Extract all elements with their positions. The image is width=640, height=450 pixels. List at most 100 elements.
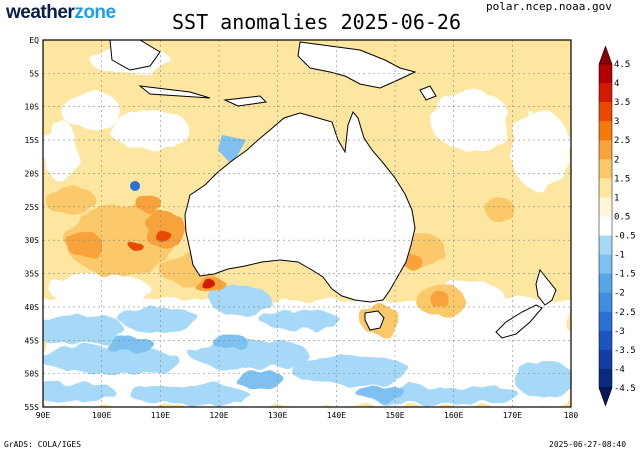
lon-label: 150E: [385, 411, 404, 420]
cool-anomaly: [355, 384, 405, 400]
cool-anomaly: [130, 385, 250, 405]
colorbar-label: -3: [614, 327, 625, 337]
new-guinea: [297, 41, 417, 89]
lat-label: 30S: [25, 236, 40, 245]
colorbar-segment: [599, 254, 612, 274]
lon-label: 140E: [327, 411, 346, 420]
lon-label: 160E: [444, 411, 463, 420]
warm-anomaly: [130, 241, 142, 251]
colorbar-label: -4.5: [614, 384, 636, 394]
lon-label: 110E: [151, 411, 170, 420]
new-zealand-south-island: [495, 304, 543, 339]
colorbar-segment: [599, 235, 612, 255]
warm-anomaly: [485, 198, 515, 222]
colorbar-label: -2.5: [614, 308, 636, 318]
colorbar-max-arrow: [598, 45, 613, 65]
colorbar-label: 0.5: [614, 212, 630, 222]
map-title: SST anomalies 2025-06-26: [172, 10, 461, 34]
warm-anomaly: [430, 292, 450, 308]
lon-label: 180: [564, 411, 579, 420]
neutral-patch: [430, 90, 510, 150]
cool-anomaly: [212, 334, 248, 350]
timor-island: [223, 95, 268, 107]
lat-label: EQ: [29, 36, 39, 45]
colorbar-segment: [599, 292, 612, 313]
lat-label: 55S: [25, 403, 40, 412]
colorbar-label: 4.5: [614, 60, 630, 70]
cool-anomaly: [43, 346, 180, 374]
lon-label: 120E: [209, 411, 228, 420]
cool-anomaly: [190, 340, 310, 370]
cool-anomaly: [43, 315, 125, 345]
neutral-patch: [60, 92, 120, 128]
neutral-patch: [43, 120, 78, 180]
colorbar-label: 2: [614, 155, 619, 165]
colorbar-segment: [599, 178, 612, 198]
colorbar: 4.5 4 3.5 3 2.5 2 1.5 1 0.5 -0.5 -1 -1.5 -2 -2.5 -3 -3.…: [598, 45, 636, 407]
borneo-sulawesi-area: [109, 40, 161, 71]
lat-label: 5S: [29, 69, 39, 78]
weatherzone-logo[interactable]: weatherzone: [6, 2, 116, 24]
colorbar-segment: [599, 197, 612, 217]
lat-label: 10S: [25, 103, 40, 112]
colorbar-label: 3.5: [614, 98, 630, 108]
new-zealand-north-island: [535, 268, 557, 306]
logo-part-zone: zone: [74, 2, 116, 23]
cool-anomaly: [290, 356, 410, 384]
warm-anomaly: [201, 279, 215, 289]
map-frame: [42, 39, 572, 408]
lon-labels: 90E 100E 110E 120E 130E 140E 150E 160E 170E 180: [36, 411, 579, 420]
colorbar-label: 3: [614, 117, 619, 127]
warm-anomaly: [154, 229, 170, 241]
footer-credit: GrADS: COLA/IGES: [4, 440, 82, 449]
colorbar-segment: [599, 159, 612, 179]
colorbar-label: 4: [614, 79, 619, 89]
lon-gridlines: [101, 40, 513, 407]
lat-label: 15S: [25, 136, 40, 145]
logo-part-weather: weather: [6, 2, 75, 23]
cool-anomaly: [235, 372, 285, 388]
colorbar-label: -1.5: [614, 270, 636, 280]
lon-label: 90E: [36, 411, 51, 420]
source-url: polar.ncep.noaa.gov: [486, 0, 612, 13]
cold-coastal-strip: [218, 135, 246, 165]
cool-anomaly: [210, 284, 270, 316]
cold-spot: [130, 181, 140, 191]
colorbar-label: -3.5: [614, 346, 636, 356]
lat-label: 50S: [25, 370, 40, 379]
colorbar-segment: [599, 64, 612, 84]
lat-labels: EQ 5S 10S 15S 20S 25S 30S 35S 40S 45S 50S 55S: [25, 36, 40, 412]
colorbar-label: -1: [614, 251, 625, 261]
lon-label: 100E: [92, 411, 111, 420]
lat-label: 40S: [25, 303, 40, 312]
colorbar-segment: [599, 121, 612, 141]
lat-label: 35S: [25, 270, 40, 279]
colorbar-label: 1: [614, 193, 619, 203]
colorbar-segment: [599, 216, 612, 236]
colorbar-segment: [599, 311, 612, 332]
colorbar-segment: [599, 140, 612, 160]
tasmania: [364, 310, 385, 331]
lon-label: 130E: [268, 411, 287, 420]
neutral-patch: [110, 110, 190, 150]
footer-timestamp: 2025-06-27-08:40: [549, 440, 627, 449]
colorbar-segment: [599, 330, 612, 351]
java-island: [138, 85, 211, 99]
neutral-patch: [50, 272, 150, 308]
colorbar-segment: [599, 83, 612, 103]
warm-anomaly: [45, 185, 95, 215]
warm-anomaly: [138, 195, 162, 215]
colorbar-label: -4: [614, 365, 625, 375]
cool-anomaly: [43, 382, 115, 402]
colorbar-segment: [599, 349, 612, 370]
colorbar-label: -2: [614, 289, 625, 299]
colorbar-label: 2.5: [614, 136, 630, 146]
colorbar-label: 1.5: [614, 174, 630, 184]
cool-anomaly: [260, 310, 340, 330]
lat-label: 45S: [25, 336, 40, 345]
colorbar-segment: [599, 102, 612, 122]
lon-label: 170E: [503, 411, 522, 420]
warm-anomaly: [67, 233, 103, 257]
neutral-patch: [510, 110, 570, 190]
